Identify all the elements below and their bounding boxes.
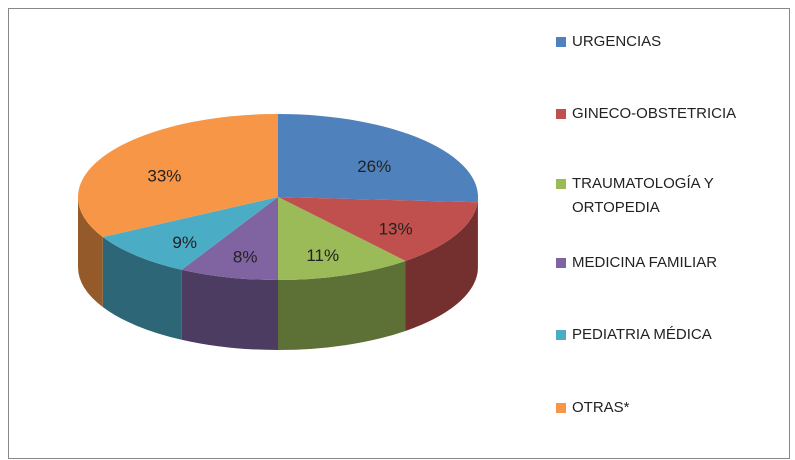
legend-label: GINECO-OBSTETRICIA xyxy=(572,105,737,122)
data-label: 26% xyxy=(357,157,391,176)
legend-label: OTRAS* xyxy=(572,399,630,416)
legend-item: URGENCIAS xyxy=(556,30,781,54)
slice-side xyxy=(102,236,182,340)
slice xyxy=(78,114,279,237)
slice-side xyxy=(405,202,478,331)
legend-item: TRAUMATOLOGÍA Y ORTOPEDIA xyxy=(556,172,781,220)
legend-item: MEDICINA FAMILIAR xyxy=(556,251,781,275)
data-label: 33% xyxy=(147,167,181,186)
legend-item: GINECO-OBSTETRICIA xyxy=(556,102,781,126)
legend-label: PEDIATRIA MÉDICA xyxy=(572,326,712,343)
legend-item: PEDIATRIA MÉDICA xyxy=(556,323,781,347)
legend-swatch xyxy=(556,330,566,340)
slice-side xyxy=(278,260,406,350)
legend-item: OTRAS* xyxy=(556,396,781,420)
legend-swatch xyxy=(556,403,566,413)
chart-border xyxy=(8,8,790,459)
data-label: 9% xyxy=(172,233,197,252)
slice xyxy=(278,114,478,203)
legend-label: URGENCIAS xyxy=(572,33,662,50)
slice xyxy=(181,197,278,280)
legend-swatch xyxy=(556,258,566,268)
legend-swatch xyxy=(556,109,566,119)
data-label: 11% xyxy=(306,246,339,265)
legend-swatch xyxy=(556,37,566,47)
slice-side xyxy=(78,197,103,307)
legend-label: MEDICINA FAMILIAR xyxy=(572,254,718,271)
data-label: 8% xyxy=(233,248,258,267)
slice-side xyxy=(181,269,278,350)
slice xyxy=(102,197,278,270)
slice xyxy=(278,197,478,261)
slice xyxy=(278,197,406,280)
data-label: 13% xyxy=(379,219,413,238)
legend-label: TRAUMATOLOGÍA Y ORTOPEDIA xyxy=(572,175,714,216)
legend-swatch xyxy=(556,179,566,189)
